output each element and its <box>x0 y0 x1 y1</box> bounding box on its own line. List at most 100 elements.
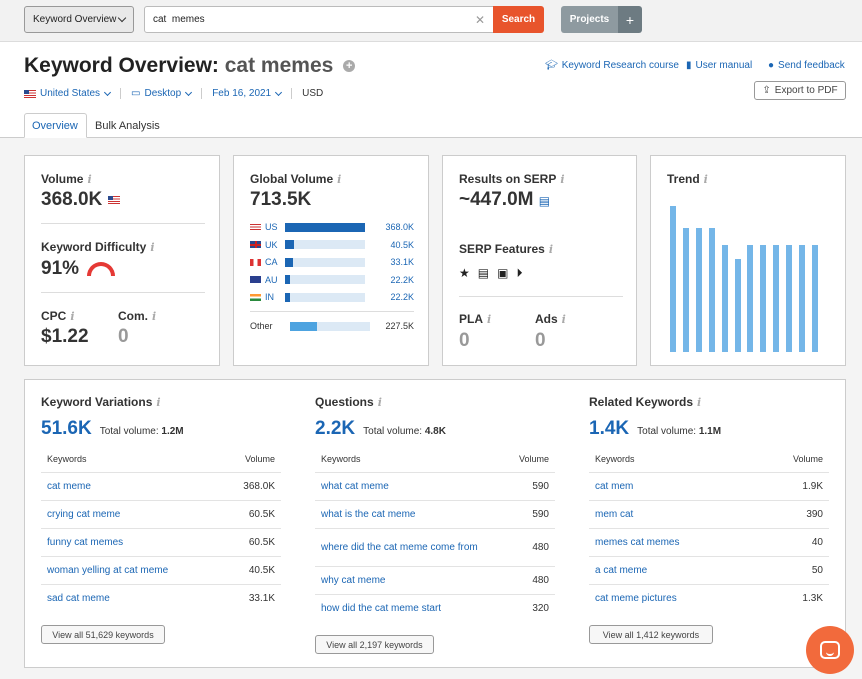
info-icon: i <box>337 173 342 186</box>
document-icon: ▤ <box>538 194 551 208</box>
divider <box>120 88 122 99</box>
ads-value: 0 <box>535 330 546 351</box>
ca-flag-icon <box>250 258 261 266</box>
keyword-link[interactable]: where did the cat meme come from <box>321 542 478 553</box>
info-icon: i <box>561 313 566 326</box>
competition-label: Com. i <box>118 309 157 323</box>
device-filter[interactable]: ▭ Desktop <box>131 88 193 99</box>
country-volume-value: 33.1K <box>390 257 414 267</box>
clear-search-icon[interactable]: ✕ <box>474 13 485 27</box>
country-row-uk[interactable]: UK 40.5K <box>250 239 414 251</box>
tab-overview[interactable]: Overview <box>24 113 87 138</box>
country-volume-value: 40.5K <box>390 239 414 250</box>
country-row-in[interactable]: IN 22.2K <box>250 291 414 303</box>
country-share-bar <box>290 321 317 331</box>
keyword-volume: 40.5K <box>248 565 275 576</box>
projects-button[interactable]: Projects <box>561 6 618 33</box>
export-pdf-label: Export to PDF <box>774 85 838 96</box>
uk-flag-icon <box>250 241 261 248</box>
tool-selector-dropdown[interactable]: Keyword Overview <box>24 6 134 33</box>
top-toolbar: Keyword Overview ✕ Search Projects + <box>0 0 862 42</box>
volume-column-header: Volume <box>244 454 275 464</box>
date-filter[interactable]: Feb 16, 2021 <box>212 88 283 99</box>
keyword-link[interactable]: why cat meme <box>321 575 386 586</box>
trend-bar[interactable] <box>760 245 767 352</box>
trend-bar[interactable] <box>747 245 754 352</box>
country-code-label: Other <box>250 321 273 331</box>
keyword-link[interactable]: a cat meme <box>595 565 648 576</box>
keyword-link[interactable]: how did the cat meme start <box>321 603 442 614</box>
keyword-link[interactable]: what is the cat meme <box>321 509 416 520</box>
questions-count[interactable]: 2.2K <box>315 418 356 439</box>
monitor-icon: ▭ <box>131 88 141 99</box>
country-volume-value: 227.5K <box>385 321 414 331</box>
trend-bar[interactable] <box>734 258 741 352</box>
star-icon: ★ <box>459 266 470 280</box>
country-row-other: Other 227.5K <box>250 320 414 332</box>
table-row: cat meme pictures 1.3K <box>589 584 829 612</box>
trend-bar[interactable] <box>721 245 728 352</box>
trend-bar[interactable] <box>695 227 702 352</box>
country-volume-value: 368.0K <box>385 222 414 232</box>
keyword-volume: 320 <box>532 603 549 614</box>
keyword-link[interactable]: mem cat <box>595 509 634 520</box>
trend-bar[interactable] <box>670 206 676 352</box>
keyword-link[interactable]: woman yelling at cat meme <box>47 565 169 576</box>
export-pdf-button[interactable]: ⇪ Export to PDF <box>754 81 846 100</box>
volume-label: Volume i <box>41 172 92 186</box>
table-row: how did the cat meme start 320 <box>315 594 555 622</box>
related-keywords-count[interactable]: 1.4K <box>589 418 630 439</box>
keyword-link[interactable]: cat mem <box>595 481 634 492</box>
info-icon: i <box>548 243 554 256</box>
view-all-questions-button[interactable]: View all 2,197 keywords <box>315 635 434 654</box>
keyword-link[interactable]: memes cat memes <box>595 537 680 548</box>
image-icon: ▣ <box>497 266 509 280</box>
trend-bar[interactable] <box>773 245 780 352</box>
keyword-search-input[interactable] <box>145 7 465 32</box>
tabs-divider <box>0 137 862 138</box>
country-filter[interactable]: United States <box>24 88 112 99</box>
send-feedback-link[interactable]: ● Send feedback <box>768 60 845 71</box>
table-header: Keywords Volume <box>315 454 555 464</box>
graduation-cap-icon: 🎓︎ <box>545 60 558 71</box>
table-row: sad cat meme 33.1K <box>41 584 281 612</box>
trend-bar[interactable] <box>811 245 818 352</box>
view-all-related-keywords-button[interactable]: View all 1,412 keywords <box>589 625 713 644</box>
trend-bar[interactable] <box>786 245 793 352</box>
trend-bar[interactable] <box>708 227 715 352</box>
page-title: Keyword Overview: cat memes + <box>24 54 356 78</box>
keyword-volume: 40 <box>811 537 823 548</box>
pla-label: PLA i <box>459 312 492 326</box>
keyword-link[interactable]: sad cat meme <box>47 593 110 604</box>
country-code-label: US <box>265 222 278 232</box>
table-row: where did the cat meme come from 480 <box>315 528 555 566</box>
table-row: mem cat 390 <box>589 500 829 528</box>
search-button[interactable]: Search <box>493 6 544 33</box>
keyword-link[interactable]: what cat meme <box>321 481 389 492</box>
table-row: funny cat memes 60.5K <box>41 528 281 556</box>
filters-bar: United States ▭ Desktop Feb 16, 2021 USD <box>24 88 323 99</box>
add-project-button[interactable]: + <box>618 6 642 33</box>
global-volume-card: Global Volume i 713.5K US 368.0K UK 40.5K CA 3… <box>233 155 429 366</box>
info-icon: i <box>152 310 157 323</box>
view-all-keyword-variations-button[interactable]: View all 51,629 keywords <box>41 625 165 644</box>
chat-widget-button[interactable] <box>806 626 854 674</box>
country-row-us[interactable]: US 368.0K <box>250 221 414 233</box>
keyword-link[interactable]: cat meme pictures <box>595 593 677 604</box>
keyword-link[interactable]: crying cat meme <box>47 509 121 520</box>
keyword-variations-count[interactable]: 51.6K <box>41 418 92 439</box>
trend-bar[interactable] <box>682 227 689 352</box>
keyword-research-course-link[interactable]: 🎓︎ Keyword Research course <box>545 60 679 71</box>
add-keyword-icon[interactable]: + <box>343 60 356 73</box>
country-row-au[interactable]: AU 22.2K <box>250 274 414 286</box>
keyword-link[interactable]: funny cat memes <box>47 537 124 548</box>
difficulty-gauge-icon <box>87 261 116 276</box>
tab-bulk-analysis[interactable]: Bulk Analysis <box>95 119 160 132</box>
divider <box>291 88 293 99</box>
keyword-volume: 50 <box>811 565 823 576</box>
country-row-ca[interactable]: CA 33.1K <box>250 256 414 268</box>
user-manual-link[interactable]: ▮ User manual <box>686 60 752 71</box>
trend-bar[interactable] <box>799 245 805 352</box>
page-title-keyword: cat memes <box>224 54 334 77</box>
keyword-link[interactable]: cat meme <box>47 481 91 492</box>
